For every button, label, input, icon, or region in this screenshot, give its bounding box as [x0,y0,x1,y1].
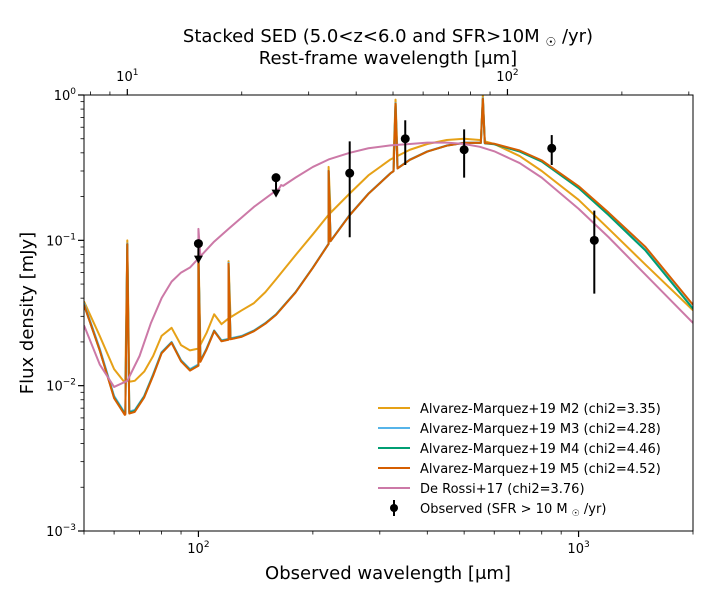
legend-label-observed-text: Observed (SFR > 10 M [420,502,568,517]
legend-swatch-observed-marker [390,504,398,512]
series-layer [84,95,693,416]
legend-label-m2: Alvarez-Marquez+19 M2 (chi2=3.35) [420,402,661,417]
top-tick-label-100: 102 [496,68,518,85]
series-line-0 [84,95,693,384]
chart-title-unit: /yr) [562,26,593,47]
observed-point-6 [589,235,599,245]
top-tick-label-10: 101 [116,68,138,85]
legend-solar-symbol: ☉ [572,509,580,519]
chart-title: Stacked SED (5.0<z<6.0 and SFR>10M ☉ /yr… [183,26,593,51]
top-axis-label: Rest-frame wavelength [μm] [259,48,517,69]
chart-title-text: Stacked SED (5.0<z<6.0 and SFR>10M [183,26,540,47]
observed-points-layer [193,120,599,294]
left-tick-label-3: 100 [54,87,77,104]
observed-point-1 [271,173,281,183]
legend-label-m5: Alvarez-Marquez+19 M5 (chi2=4.52) [420,462,661,477]
observed-point-3 [400,134,410,144]
left-tick-label-2: 10−1 [46,232,76,249]
axis-layer: 102 103 101 102 10−3 10−2 10−1 100 [46,68,694,557]
legend: Alvarez-Marquez+19 M2 (chi2=3.35) Alvare… [378,402,661,520]
legend-label-observed: Observed (SFR > 10 M ☉ /yr) [420,502,606,520]
legend-label-m4: Alvarez-Marquez+19 M4 (chi2=4.46) [420,442,661,457]
legend-label-m3: Alvarez-Marquez+19 M3 (chi2=4.28) [420,422,661,437]
observed-point-2 [345,168,355,178]
bottom-tick-label-100: 102 [187,540,209,557]
left-tick-label-0: 10−3 [46,523,76,540]
bottom-tick-label-1000: 103 [567,540,589,557]
series-line-3 [84,97,693,416]
x-axis-label: Observed wavelength [μm] [265,563,511,584]
y-axis-label: Flux density [mJy] [17,232,38,394]
upper-limit-arrow-1 [271,189,281,198]
observed-point-4 [459,145,469,155]
legend-label-observed-unit: /yr) [584,502,607,517]
series-line-4 [84,141,693,388]
observed-point-5 [547,143,557,153]
solar-symbol: ☉ [545,35,556,49]
upper-limit-arrow-0 [193,255,203,264]
observed-point-0 [193,239,203,249]
left-tick-label-1: 10−2 [46,378,76,395]
plot-frame [83,94,694,532]
legend-label-derossi: De Rossi+17 (chi2=3.76) [420,482,585,497]
